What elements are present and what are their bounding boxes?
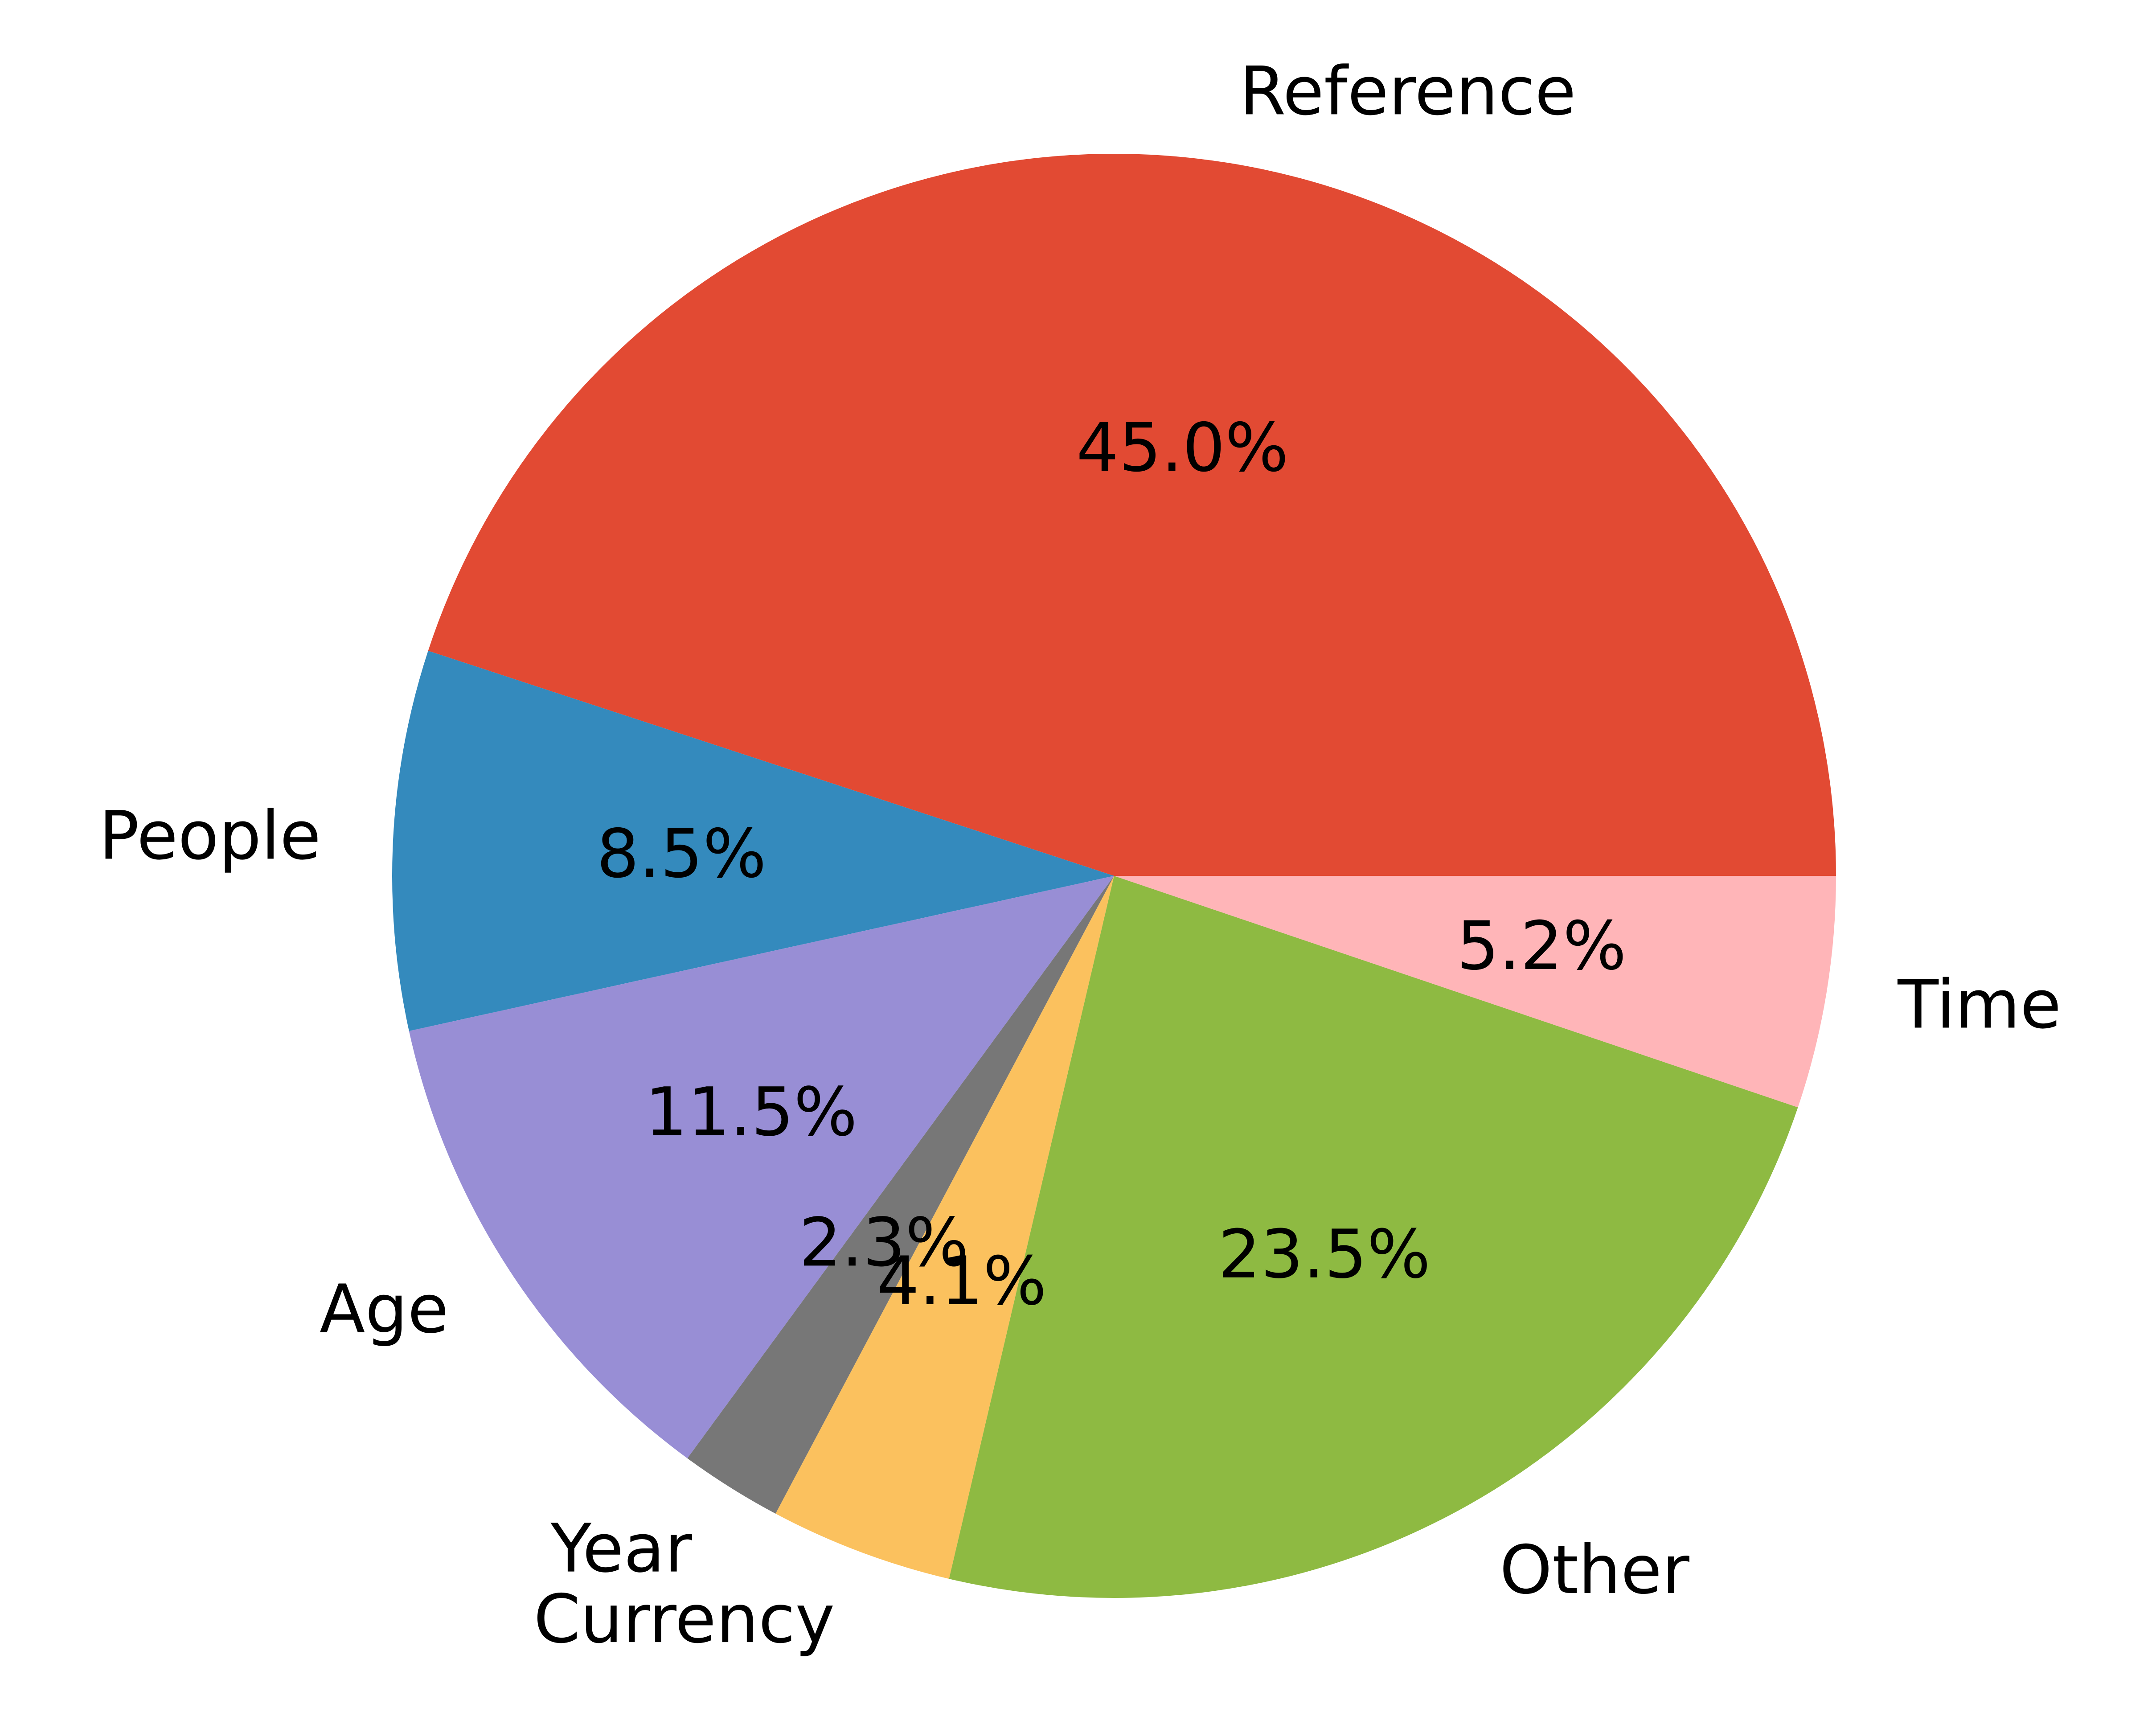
pct-label-currency: 4.1%: [877, 1243, 1047, 1320]
pie-slices: [392, 153, 1836, 1598]
category-label-time: Time: [1897, 966, 2061, 1044]
category-label-other: Other: [1500, 1532, 1689, 1609]
percentage-labels: 45.0% 8.5% 11.5% 2.3%4.1% 23.5% 5.2%: [597, 409, 1627, 1320]
category-label-year: Year: [550, 1510, 693, 1588]
category-label-people: People: [99, 797, 321, 875]
pct-label-reference: 45.0%: [1076, 409, 1289, 487]
category-label-currency: Currency: [534, 1581, 835, 1658]
pie-slice-other: [949, 876, 1798, 1598]
pie-slice-year: [687, 876, 1114, 1514]
pct-label-time: 5.2%: [1457, 908, 1627, 985]
category-label-age: Age: [320, 1271, 449, 1348]
pct-label-year: 2.3%: [799, 1204, 969, 1281]
pie-slice-people: [392, 651, 1114, 1031]
pie-slice-reference: [428, 153, 1836, 876]
pct-label-people: 8.5%: [597, 815, 766, 893]
pie-slice-currency: [775, 876, 1114, 1579]
pie-slice-time: [1114, 876, 1836, 1108]
category-label-reference: Reference: [1239, 53, 1576, 130]
pie-slice-age: [409, 876, 1114, 1458]
pct-label-age: 11.5%: [645, 1074, 857, 1151]
pct-label-other: 23.5%: [1218, 1216, 1431, 1294]
